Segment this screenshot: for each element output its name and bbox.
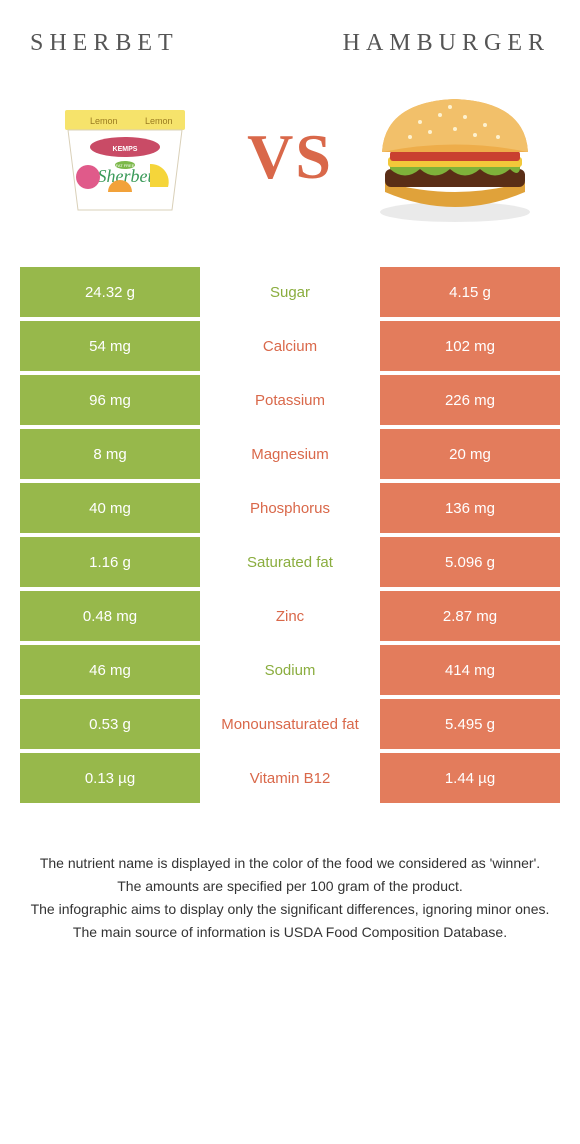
nutrient-label: Potassium xyxy=(200,375,380,425)
right-value: 4.15 g xyxy=(380,267,560,317)
nutrient-label: Vitamin B12 xyxy=(200,753,380,803)
nutrient-row: 0.13 µgVitamin B121.44 µg xyxy=(20,753,560,803)
footnotes: The nutrient name is displayed in the co… xyxy=(20,853,560,943)
footnote-line: The nutrient name is displayed in the co… xyxy=(28,853,552,874)
right-value: 102 mg xyxy=(380,321,560,371)
nutrient-table: 24.32 gSugar4.15 g54 mgCalcium102 mg96 m… xyxy=(20,267,560,803)
nutrient-row: 96 mgPotassium226 mg xyxy=(20,375,560,425)
left-value: 0.48 mg xyxy=(20,591,200,641)
nutrient-label: Monounsaturated fat xyxy=(200,699,380,749)
nutrient-row: 0.48 mgZinc2.87 mg xyxy=(20,591,560,641)
nutrient-row: 54 mgCalcium102 mg xyxy=(20,321,560,371)
right-food-title: Hamburger xyxy=(343,30,550,57)
left-value: 1.16 g xyxy=(20,537,200,587)
nutrient-row: 8 mgMagnesium20 mg xyxy=(20,429,560,479)
left-value: 40 mg xyxy=(20,483,200,533)
left-value: 8 mg xyxy=(20,429,200,479)
nutrient-row: 24.32 gSugar4.15 g xyxy=(20,267,560,317)
right-value: 226 mg xyxy=(380,375,560,425)
nutrient-label: Calcium xyxy=(200,321,380,371)
right-value: 5.495 g xyxy=(380,699,560,749)
nutrient-label: Saturated fat xyxy=(200,537,380,587)
nutrient-row: 1.16 gSaturated fat5.096 g xyxy=(20,537,560,587)
left-value: 96 mg xyxy=(20,375,200,425)
nutrient-row: 40 mgPhosphorus136 mg xyxy=(20,483,560,533)
nutrient-row: 46 mgSodium414 mg xyxy=(20,645,560,695)
footnote-line: The main source of information is USDA F… xyxy=(28,922,552,943)
footnote-line: The infographic aims to display only the… xyxy=(28,899,552,920)
left-value: 24.32 g xyxy=(20,267,200,317)
right-value: 2.87 mg xyxy=(380,591,560,641)
right-value: 20 mg xyxy=(380,429,560,479)
nutrient-label: Sodium xyxy=(200,645,380,695)
svg-text:KEMPS: KEMPS xyxy=(113,146,138,153)
nutrient-row: 0.53 gMonounsaturated fat5.495 g xyxy=(20,699,560,749)
left-value: 46 mg xyxy=(20,645,200,695)
nutrient-label: Sugar xyxy=(200,267,380,317)
hamburger-image xyxy=(370,87,540,227)
svg-text:Lemon: Lemon xyxy=(145,116,173,126)
right-value: 1.44 µg xyxy=(380,753,560,803)
nutrient-label: Magnesium xyxy=(200,429,380,479)
hamburger-icon xyxy=(370,87,540,227)
left-food-title: Sherbet xyxy=(30,30,179,57)
right-value: 5.096 g xyxy=(380,537,560,587)
svg-text:FAT FREE: FAT FREE xyxy=(116,163,135,168)
left-value: 0.13 µg xyxy=(20,753,200,803)
left-value: 0.53 g xyxy=(20,699,200,749)
nutrient-label: Zinc xyxy=(200,591,380,641)
sherbet-icon: Lemon Lemon KEMPS Sherbet FAT FREE xyxy=(50,92,200,222)
right-value: 136 mg xyxy=(380,483,560,533)
vs-badge: VS xyxy=(247,120,333,194)
header-row: Sherbet Hamburger xyxy=(20,30,560,57)
footnote-line: The amounts are specified per 100 gram o… xyxy=(28,876,552,897)
right-value: 414 mg xyxy=(380,645,560,695)
sherbet-image: Lemon Lemon KEMPS Sherbet FAT FREE xyxy=(40,87,210,227)
svg-text:Lemon: Lemon xyxy=(90,116,118,126)
left-value: 54 mg xyxy=(20,321,200,371)
nutrient-label: Phosphorus xyxy=(200,483,380,533)
hero-section: Lemon Lemon KEMPS Sherbet FAT FREE VS xyxy=(20,87,560,227)
